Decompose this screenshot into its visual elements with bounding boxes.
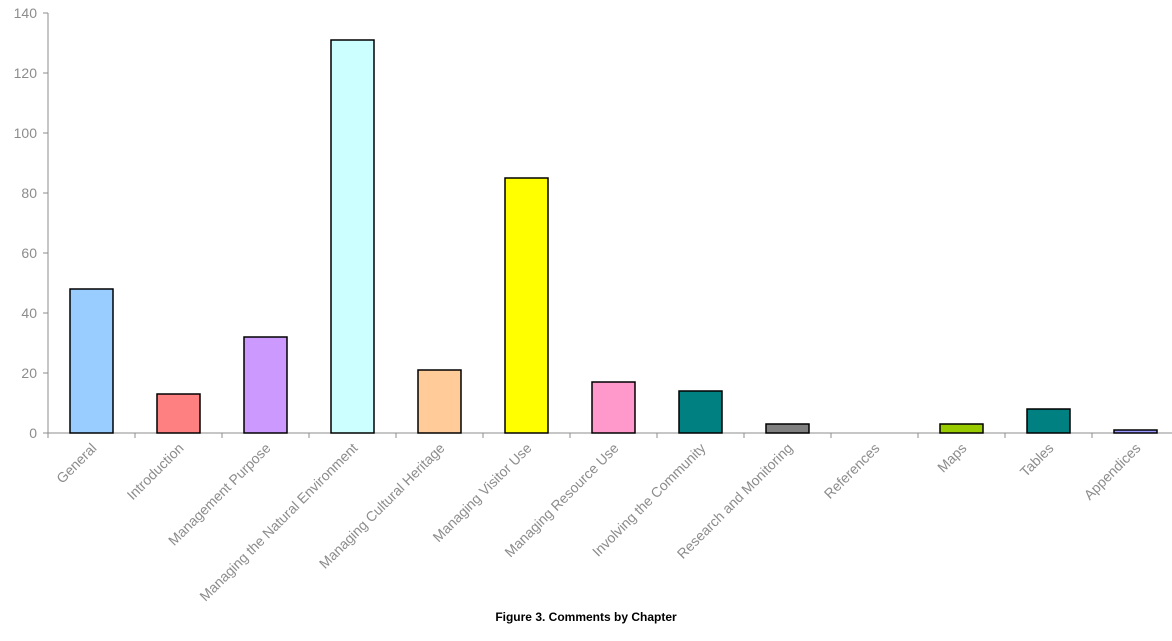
bar: [504, 177, 549, 434]
y-axis: 0 20 40 60 80 100 120 140: [14, 5, 49, 441]
bar: [243, 336, 288, 434]
bar: [417, 369, 462, 434]
bar: [678, 390, 723, 434]
y-tick-label: 120: [14, 65, 38, 81]
category-label: Managing the Natural Environment: [196, 440, 360, 604]
bar: [1026, 408, 1071, 434]
y-tick-label: 20: [21, 365, 37, 381]
category-label: General: [53, 440, 100, 487]
category-label: Maps: [934, 440, 970, 476]
bar: [330, 39, 375, 434]
category-label: Tables: [1017, 440, 1057, 480]
bar: [765, 423, 810, 434]
bar: [1113, 429, 1158, 434]
bar: [591, 381, 636, 434]
bar: [156, 393, 201, 434]
category-label: References: [821, 440, 883, 502]
y-tick-label: 100: [14, 125, 38, 141]
bars: [69, 39, 1158, 434]
y-tick-label: 80: [21, 185, 37, 201]
category-label: Introduction: [124, 440, 187, 503]
y-tick-label: 0: [29, 425, 37, 441]
bar: [69, 288, 114, 434]
figure-caption: Figure 3. Comments by Chapter: [495, 610, 677, 624]
y-tick-label: 60: [21, 245, 37, 261]
category-label: Managing Visitor Use: [429, 440, 534, 545]
y-tick-label: 40: [21, 305, 37, 321]
category-label: Appendices: [1081, 440, 1144, 503]
y-tick-label: 140: [14, 5, 38, 21]
bar: [939, 423, 984, 434]
